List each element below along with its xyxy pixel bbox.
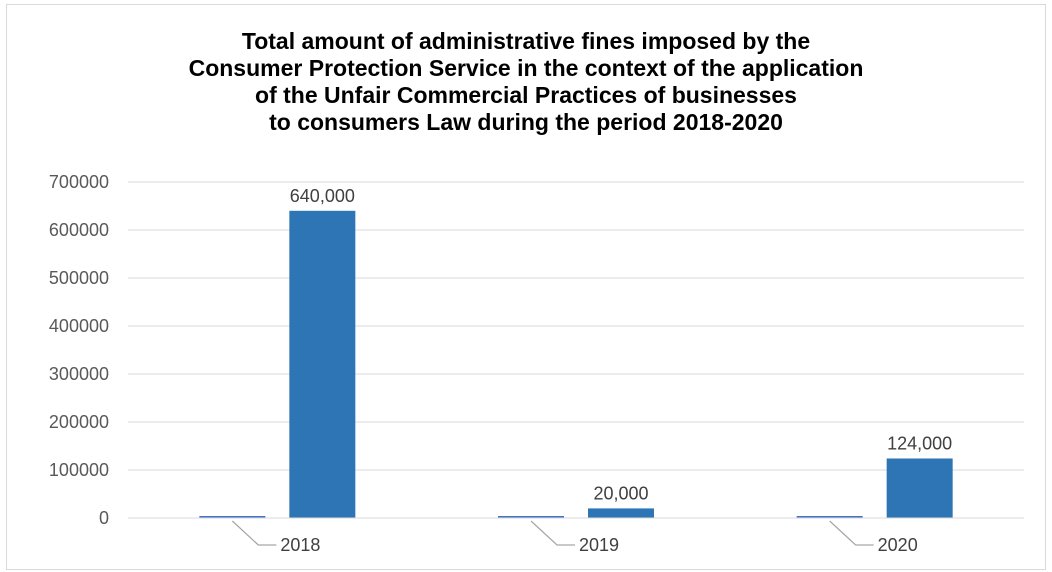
y-tick-label: 0 [99, 508, 109, 528]
bar [498, 516, 564, 518]
leader-lines [231, 520, 874, 546]
x-tick-label: 2020 [878, 535, 918, 555]
y-tick-label: 100000 [49, 460, 109, 480]
y-tick-label: 400000 [49, 316, 109, 336]
chart-frame [6, 4, 1046, 570]
y-tick-label: 700000 [49, 172, 109, 192]
chart-title: Total amount of administrative fines imp… [0, 28, 1052, 136]
y-tick-label: 600000 [49, 220, 109, 240]
data-label: 20,000 [593, 483, 648, 503]
data-label: 640,000 [290, 186, 355, 206]
data-labels: 640,000 20,000 124,000 [290, 186, 952, 504]
data-label: 124,000 [887, 433, 952, 453]
x-axis: 2018 2019 2020 [128, 517, 1024, 555]
x-tick-label: 2019 [579, 535, 619, 555]
y-tick-label: 200000 [49, 412, 109, 432]
bars [199, 210, 953, 519]
leader-line [530, 520, 575, 546]
gridlines [128, 181, 1024, 471]
bar [796, 516, 863, 518]
bar [886, 458, 953, 518]
bar [289, 210, 356, 519]
chart-title-line: to consumers Law during the period 2018-… [269, 109, 783, 135]
chart-title-line: Total amount of administrative fines imp… [241, 28, 811, 54]
bar [588, 508, 654, 518]
y-tick-label: 500000 [49, 268, 109, 288]
bar [199, 516, 266, 518]
chart-title-line: of the Unfair Commercial Practices of bu… [255, 82, 797, 108]
leader-line [829, 520, 874, 546]
chart-title-line: Consumer Protection Service in the conte… [188, 55, 864, 81]
leader-line [231, 520, 277, 546]
y-tick-label: 300000 [49, 364, 109, 384]
x-tick-label: 2018 [280, 535, 320, 555]
y-axis: 0 100000 200000 300000 400000 500000 600000 700… [49, 172, 109, 528]
